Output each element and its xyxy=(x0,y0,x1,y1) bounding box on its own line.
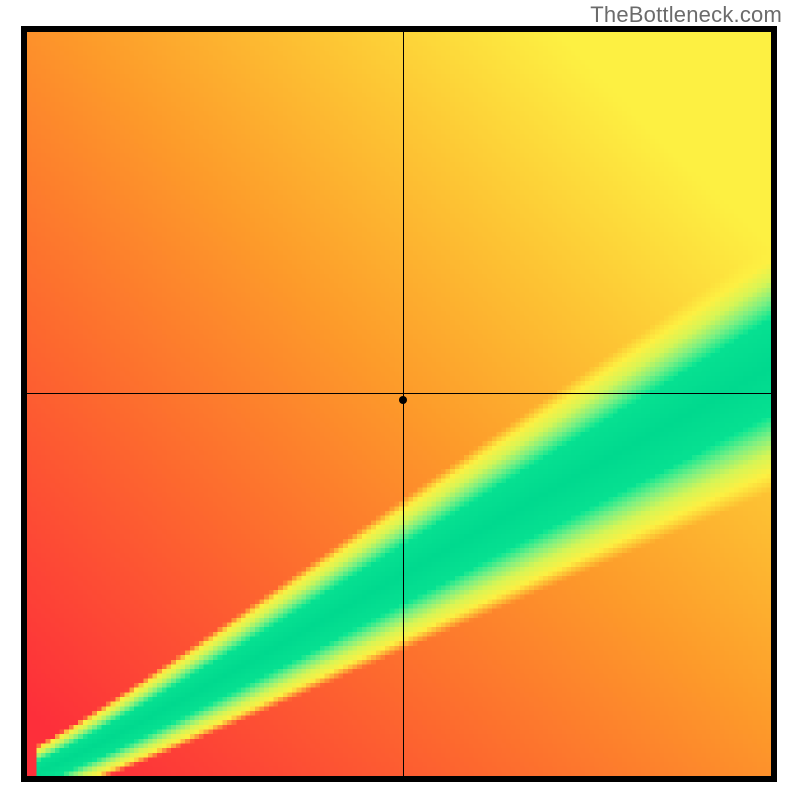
plot-border xyxy=(21,26,777,782)
chart-container: TheBottleneck.com xyxy=(0,0,800,800)
data-point-marker xyxy=(399,396,407,404)
crosshair-horizontal xyxy=(27,393,771,394)
plot-area xyxy=(27,32,771,776)
watermark-text: TheBottleneck.com xyxy=(590,2,782,28)
heatmap-canvas xyxy=(27,32,771,776)
